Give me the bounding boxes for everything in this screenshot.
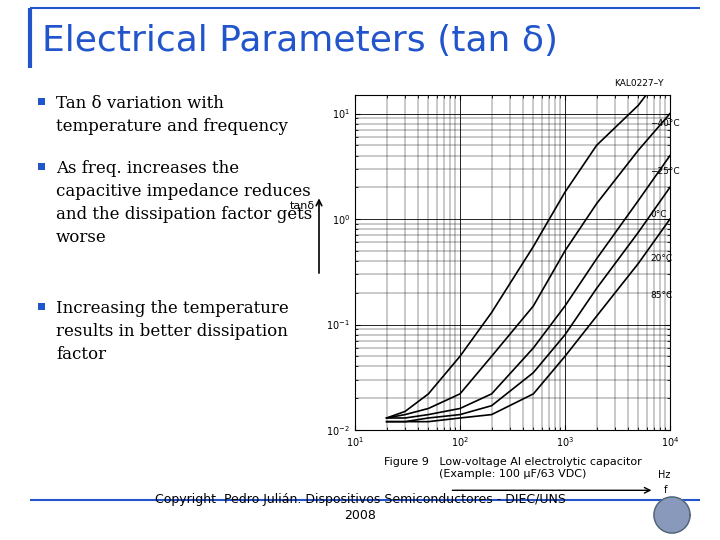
Text: −25°C: −25°C (650, 167, 680, 177)
Text: Hz: Hz (657, 470, 670, 480)
Text: Electrical Parameters (tan δ): Electrical Parameters (tan δ) (42, 24, 558, 58)
Text: KAL0227–Y: KAL0227–Y (614, 79, 664, 89)
Text: As freq. increases the
capacitive impedance reduces
and the dissipation factor g: As freq. increases the capacitive impeda… (56, 160, 312, 246)
FancyBboxPatch shape (38, 98, 45, 105)
Text: 0°C: 0°C (650, 210, 667, 219)
Text: −40°C: −40°C (650, 119, 680, 129)
Text: 20°C: 20°C (650, 254, 672, 264)
FancyBboxPatch shape (38, 163, 45, 170)
Text: Tan δ variation with
temperature and frequency: Tan δ variation with temperature and fre… (56, 95, 288, 135)
Polygon shape (654, 497, 690, 533)
Text: Copyright  Pedro Julián. Dispositivos Semiconductores - DIEC/UNS
2008: Copyright Pedro Julián. Dispositivos Sem… (155, 493, 565, 522)
FancyBboxPatch shape (38, 303, 45, 310)
Text: Figure 9   Low-voltage Al electrolytic capacitor
(Example: 100 μF/63 VDC): Figure 9 Low-voltage Al electrolytic cap… (384, 457, 642, 480)
Text: Increasing the temperature
results in better dissipation
factor: Increasing the temperature results in be… (56, 300, 289, 363)
Text: 85°C: 85°C (650, 291, 672, 300)
Text: f: f (660, 485, 667, 495)
Text: tanδ: tanδ (290, 201, 315, 211)
